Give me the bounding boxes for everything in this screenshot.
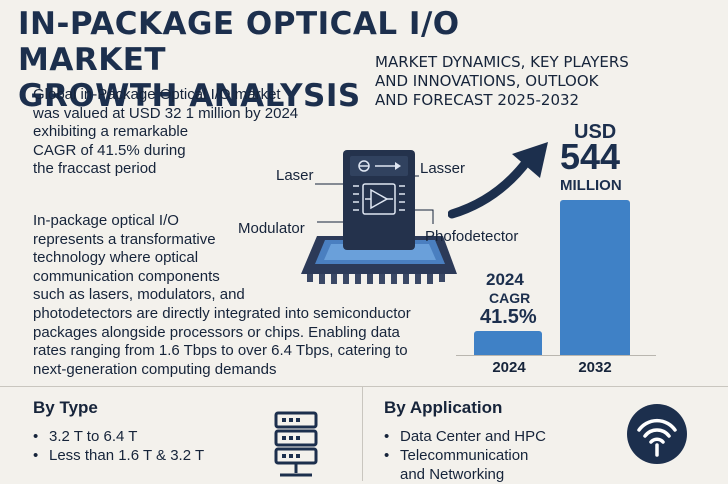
by-application-title: By Application bbox=[384, 398, 503, 417]
intro-line: Global in-Package Optical I/O market bbox=[33, 86, 281, 103]
cagr-year: 2024 bbox=[486, 270, 524, 289]
description-line: In-package optical I/O bbox=[33, 212, 179, 229]
list-item: • Telecommunication bbox=[384, 447, 529, 464]
list-item-text: and Networking bbox=[400, 466, 505, 483]
optical-chip-diagram bbox=[301, 150, 457, 284]
subtitle-line-2: AND INNOVATIONS, OUTLOOK bbox=[375, 72, 599, 90]
intro-line: CAGR of 41.5% during bbox=[33, 141, 186, 159]
cagr-label: CAGR bbox=[489, 290, 531, 306]
intro-paragraph: Global in-Package Optical I/O market was… bbox=[33, 86, 333, 179]
trend-arrow-icon bbox=[448, 142, 548, 219]
growth-currency: USD bbox=[574, 121, 617, 143]
bar-2032 bbox=[560, 200, 630, 355]
server-rack-icon bbox=[274, 411, 318, 477]
label-laser-left: Laser bbox=[276, 167, 314, 184]
title-line-2: GROWTH ANALYSIS bbox=[18, 78, 361, 114]
list-item-text: Data Center and HPC bbox=[400, 428, 546, 445]
list-item-text: Telecommunication bbox=[400, 447, 529, 464]
description-line: represents a transformative bbox=[33, 230, 216, 248]
label-photodetector: Phofodetector bbox=[425, 228, 519, 245]
cagr-value: 41.5% bbox=[480, 306, 537, 328]
description-paragraph: In-package optical I/O represents a tran… bbox=[33, 212, 463, 379]
description-line: photodetectors are directly integrated i… bbox=[33, 304, 411, 322]
by-type-title: By Type bbox=[33, 398, 98, 417]
bar-2024 bbox=[474, 331, 542, 355]
description-line: packages alongside processors or chips. … bbox=[33, 323, 400, 341]
by-application-list: • Data Center and HPC • Telecommunication … bbox=[384, 427, 594, 484]
description-line: such as lasers, modulators, and bbox=[33, 286, 245, 304]
description-line: rates ranging from 1.6 Tbps to over 6.4 … bbox=[33, 342, 408, 360]
label-laser-right: Lasser bbox=[420, 160, 466, 177]
column-divider bbox=[362, 387, 363, 481]
growth-value: 544 bbox=[560, 136, 621, 177]
label-modulator: Modulator bbox=[238, 220, 305, 237]
bar-year-2032: 2032 bbox=[578, 359, 612, 376]
wifi-signal-icon bbox=[627, 404, 687, 464]
list-item-text: Less than 1.6 T & 3.2 T bbox=[49, 447, 205, 464]
subtitle-line-1: MARKET DYNAMICS, KEY PLAYERS bbox=[375, 53, 629, 71]
description-line: communication components bbox=[33, 267, 220, 285]
growth-unit: MILLION bbox=[560, 177, 622, 194]
title-line-1: IN-PACKAGE OPTICAL I/O MARKET bbox=[18, 6, 460, 78]
bar-year-2024: 2024 bbox=[492, 359, 526, 376]
list-item: • 3.2 T to 6.4 T bbox=[33, 428, 138, 445]
by-type-list: • 3.2 T to 6.4 T • Less than 1.6 T & 3.2 T bbox=[33, 427, 263, 465]
list-item: • Less than 1.6 T & 3.2 T bbox=[33, 447, 205, 464]
intro-line: exhibiting a remarkable bbox=[33, 123, 189, 140]
list-item-text: 3.2 T to 6.4 T bbox=[49, 428, 138, 445]
description-line: technology where optical bbox=[33, 249, 199, 267]
intro-line: the fraccast period bbox=[33, 160, 157, 177]
subtitle-line-3: AND FORECAST 2025-2032 bbox=[375, 91, 580, 109]
page-title: IN-PACKAGE OPTICAL I/O MARKET GROWTH ANA… bbox=[18, 6, 618, 114]
list-item: • Data Center and HPC bbox=[384, 428, 546, 445]
bar-baseline bbox=[456, 355, 656, 356]
subtitle: MARKET DYNAMICS, KEY PLAYERS AND INNOVAT… bbox=[375, 53, 695, 110]
description-line: next-generation computing demands bbox=[33, 360, 277, 378]
section-divider bbox=[0, 386, 728, 387]
intro-line: was valued at USD 32 1 million by 2024 bbox=[33, 104, 299, 122]
list-item: and Networking bbox=[384, 465, 594, 484]
